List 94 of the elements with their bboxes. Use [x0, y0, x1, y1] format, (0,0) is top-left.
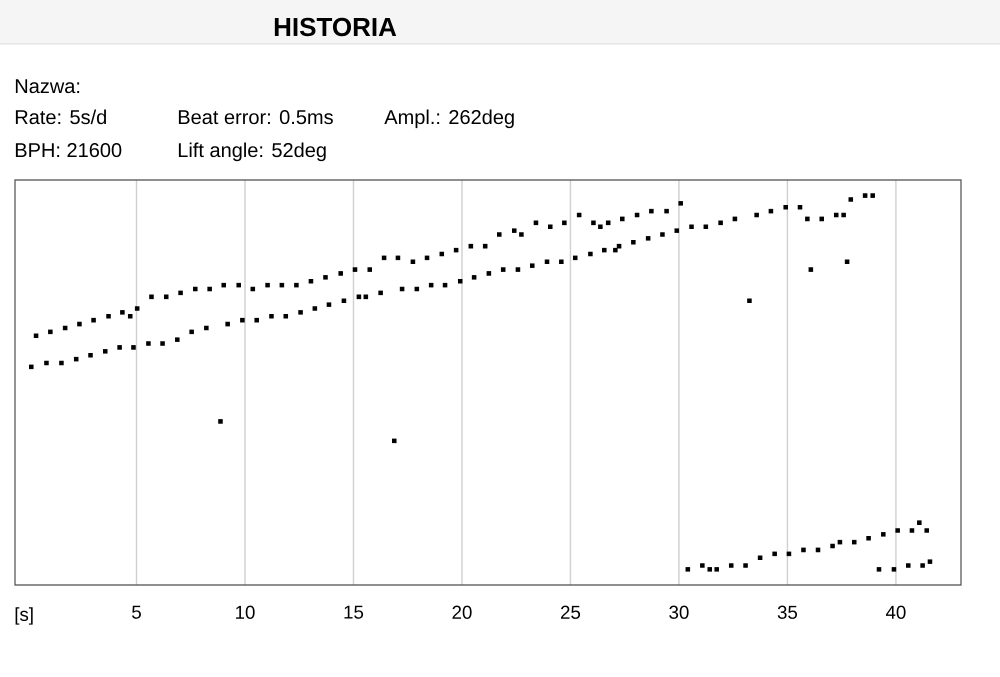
- point: [512, 228, 517, 233]
- point: [786, 552, 792, 556]
- point: [178, 290, 183, 296]
- point: [562, 220, 567, 226]
- x-tick-label: 10: [236, 606, 255, 619]
- point: [678, 201, 683, 206]
- point: [534, 220, 538, 226]
- point: [134, 306, 140, 311]
- point: [250, 286, 256, 292]
- point: [917, 520, 922, 525]
- point: [772, 552, 777, 556]
- point: [816, 548, 820, 552]
- point: [91, 318, 96, 322]
- point: [367, 267, 372, 272]
- point: [482, 244, 488, 248]
- point: [352, 267, 358, 272]
- x-tick-label: 35: [778, 606, 798, 619]
- point: [844, 260, 850, 264]
- point: [852, 540, 857, 544]
- point: [294, 282, 299, 288]
- point: [207, 286, 212, 292]
- point: [758, 555, 762, 560]
- point: [686, 567, 690, 572]
- point: [236, 282, 241, 288]
- x-axis-title: [s]: [16, 607, 33, 625]
- point: [728, 563, 734, 568]
- x-tick-label: 25: [561, 606, 580, 619]
- point: [808, 267, 814, 272]
- point: [895, 528, 900, 533]
- point: [48, 330, 53, 334]
- point: [519, 232, 524, 237]
- point: [881, 532, 886, 537]
- x-tick-label: 5: [132, 606, 141, 619]
- point: [497, 232, 502, 237]
- point: [620, 216, 625, 222]
- point: [598, 224, 603, 229]
- point: [743, 563, 748, 568]
- point: [34, 333, 38, 338]
- point: [634, 212, 640, 218]
- point: [410, 260, 416, 264]
- point: [265, 282, 270, 288]
- point: [876, 567, 882, 572]
- point: [548, 224, 553, 229]
- point: [664, 208, 669, 214]
- point: [106, 314, 111, 319]
- point: [830, 544, 835, 548]
- point: [910, 528, 914, 533]
- point: [866, 536, 871, 541]
- point: [838, 540, 842, 544]
- point: [221, 282, 226, 288]
- x-tick-label: 15: [344, 606, 364, 619]
- x-tick-label: 30: [669, 606, 689, 619]
- point: [280, 282, 284, 288]
- point: [892, 567, 896, 572]
- point: [193, 286, 198, 292]
- text: Rate: 5s/d: [16, 109, 106, 124]
- point: [454, 248, 458, 252]
- point: [714, 567, 719, 572]
- point: [576, 212, 582, 218]
- point: [128, 314, 132, 319]
- point: [392, 438, 397, 444]
- point: [924, 528, 929, 533]
- point: [424, 256, 430, 260]
- point: [606, 220, 610, 226]
- point: [440, 252, 444, 256]
- x-tick-label: 40: [886, 606, 906, 619]
- text: Ampl.: 262deg: [384, 109, 514, 128]
- point: [906, 563, 911, 568]
- point: [308, 278, 314, 284]
- point: [77, 322, 82, 326]
- point: [62, 326, 68, 330]
- chart-title: HISTORIA: [274, 18, 396, 36]
- text: Lift angle: 52deg: [178, 142, 326, 162]
- text: Beat error: 0.5ms: [178, 110, 333, 124]
- point: [382, 256, 386, 260]
- point: [218, 419, 223, 424]
- point: [323, 275, 328, 280]
- point: [468, 244, 474, 248]
- point: [120, 310, 125, 315]
- x-tick-label: 20: [452, 606, 472, 619]
- point: [591, 220, 596, 226]
- point: [164, 294, 169, 300]
- text: Nazwa:: [16, 79, 80, 94]
- point: [700, 563, 705, 568]
- point: [920, 563, 925, 568]
- point: [338, 271, 343, 276]
- point: [747, 298, 752, 303]
- point: [707, 567, 712, 572]
- point: [149, 294, 154, 300]
- point: [649, 208, 654, 214]
- point: [928, 559, 932, 564]
- text: BPH: 21600: [16, 143, 122, 158]
- point: [801, 548, 806, 552]
- point: [396, 256, 400, 260]
